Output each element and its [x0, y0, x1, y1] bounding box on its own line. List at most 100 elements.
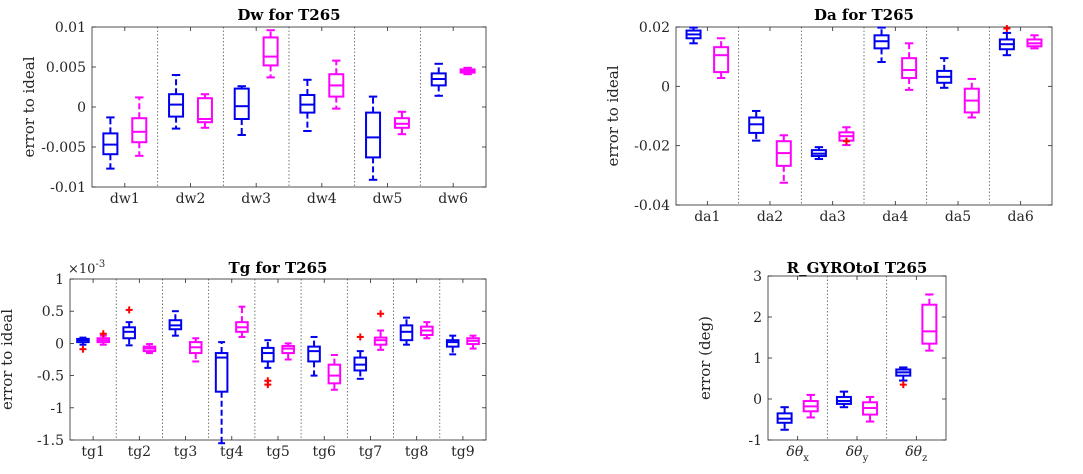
axes-box: [69, 278, 487, 441]
box-2-da4: [901, 42, 918, 91]
box-1-dw3: [233, 85, 250, 136]
box-1-tg2: [122, 306, 136, 347]
box-2-da1: [713, 37, 730, 80]
outlier-marker: [125, 306, 133, 314]
outlier-marker: [79, 345, 87, 353]
box-2-dw5: [393, 110, 410, 136]
y-axis-label: error to ideal: [0, 309, 16, 410]
x-tick-label: tg8: [405, 444, 429, 460]
x-tick-label: tg4: [220, 444, 244, 460]
box-1-tg7: [353, 333, 368, 380]
box-2-dw4: [328, 59, 345, 110]
y-tick-label: 1: [753, 351, 762, 367]
y-tick-label: -0.01: [50, 180, 86, 196]
x-tick-label: tg6: [312, 444, 336, 460]
box-1-da6: [998, 24, 1015, 57]
chart-title: Dw for T265: [237, 6, 340, 24]
axes-box: [91, 26, 487, 188]
x-tick-label: da4: [882, 209, 908, 225]
y-tick-label: 0: [77, 100, 86, 116]
outlier-marker: [1003, 24, 1011, 32]
box-body: [445, 339, 460, 348]
x-tick-label: δθx: [786, 444, 809, 464]
box-2-δθ: [921, 293, 938, 352]
x-tick-label: tg5: [266, 444, 290, 460]
outlier-marker: [842, 137, 850, 145]
y-tick-label: -0.02: [634, 139, 670, 155]
y-tick-label: 0.01: [55, 20, 86, 36]
chart-title: Tg for T265: [229, 259, 328, 277]
box-1-tg8: [399, 316, 414, 346]
box-2-da3: [838, 126, 855, 147]
axes-box: [675, 26, 1053, 206]
box-2-tg8: [420, 321, 434, 340]
box-body: [901, 57, 918, 80]
box-2-δθ: [802, 393, 819, 419]
x-tick-label: dw3: [241, 191, 271, 207]
y-tick-label: -1.5: [37, 433, 64, 449]
y-tick-label: 1: [55, 272, 64, 288]
chart-title: Da for T265: [814, 6, 914, 24]
box-body: [131, 117, 148, 144]
box-body: [365, 111, 382, 159]
box-1-da2: [748, 109, 765, 142]
box-body: [713, 46, 730, 74]
y-tick-label: 0.005: [46, 60, 86, 76]
x-tick-label: dw5: [373, 191, 403, 207]
box-1-dw2: [168, 74, 185, 130]
x-tick-label: dw2: [176, 191, 206, 207]
box-body: [261, 346, 275, 363]
box-2-da6: [1026, 34, 1043, 50]
x-tick-label: dw4: [307, 191, 337, 207]
box-1-tg9: [445, 334, 460, 356]
box-2-dw6: [459, 66, 476, 76]
y-tick-label: -0.005: [41, 140, 86, 156]
outlier-marker: [899, 381, 907, 389]
y-tick-label: 0: [661, 79, 670, 95]
box-1-da4: [873, 26, 890, 64]
x-tick-label: da5: [945, 209, 971, 225]
x-tick-label: δθz: [905, 444, 927, 464]
box-body: [327, 363, 342, 385]
x-tick-label: tg9: [451, 444, 475, 460]
box-1-tg1: [76, 336, 90, 353]
x-tick-label: da2: [757, 209, 783, 225]
box-body: [307, 345, 321, 363]
x-tick-label: dw6: [438, 191, 468, 207]
chart-title: R_GYROtoI T265: [787, 259, 928, 277]
box-body: [214, 352, 229, 393]
box-2-tg9: [466, 334, 480, 350]
y-axis-label: error (deg): [696, 316, 714, 400]
x-tick-label: da1: [694, 209, 720, 225]
x-tick-label: tg1: [81, 444, 105, 460]
x-tick-label: δθy: [846, 444, 869, 464]
box-body: [196, 97, 213, 124]
y-tick-label: 0: [55, 336, 64, 352]
x-tick-label: dw1: [110, 191, 140, 207]
outlier-marker: [99, 330, 107, 338]
y-axis-label: error to ideal: [604, 65, 622, 166]
y-tick-label: 0.02: [639, 20, 670, 36]
y-tick-label: -0.04: [634, 198, 670, 214]
box-1-dw5: [365, 95, 382, 181]
box-1-dw4: [299, 78, 316, 132]
chart-r: -1 0 1 2 3 δθx δθy δθz R_GYROtoI T265 error (deg): [696, 259, 947, 464]
box-2-dw3: [262, 29, 279, 79]
y-multiplier: ×10-3: [68, 259, 105, 277]
chart-dw: -0.01 -0.005 0 0.005 0.01 dw1 dw2 dw3 dw4 dw5 dw6 D…: [20, 6, 487, 207]
box-2-δθ: [862, 395, 879, 423]
box-2-tg1: [96, 330, 111, 346]
x-tick-label: tg2: [128, 444, 152, 460]
axes-box: [767, 275, 947, 441]
box-1-tg3: [168, 310, 183, 337]
x-tick-label: da3: [820, 209, 846, 225]
box-2-da5: [963, 77, 980, 119]
y-tick-label: 0.5: [42, 304, 64, 320]
box-2-dw1: [131, 96, 148, 157]
box-1-δθ: [895, 366, 912, 389]
box-1-δθ: [835, 390, 852, 409]
box-1-da5: [936, 57, 953, 89]
box-2-tg3: [188, 337, 203, 363]
y-tick-label: 0: [753, 392, 762, 408]
